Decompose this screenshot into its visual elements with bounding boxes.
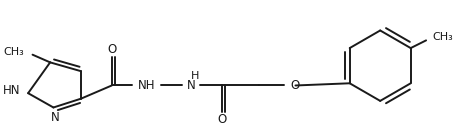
Text: O: O	[217, 113, 226, 126]
Text: N: N	[186, 79, 195, 92]
Text: N: N	[51, 111, 60, 124]
Text: CH₃: CH₃	[432, 32, 452, 42]
Text: CH₃: CH₃	[3, 47, 24, 58]
Text: H: H	[191, 71, 199, 81]
Text: NH: NH	[138, 79, 155, 92]
Text: O: O	[107, 43, 116, 56]
Text: HN: HN	[3, 84, 20, 97]
Text: O: O	[289, 79, 298, 92]
